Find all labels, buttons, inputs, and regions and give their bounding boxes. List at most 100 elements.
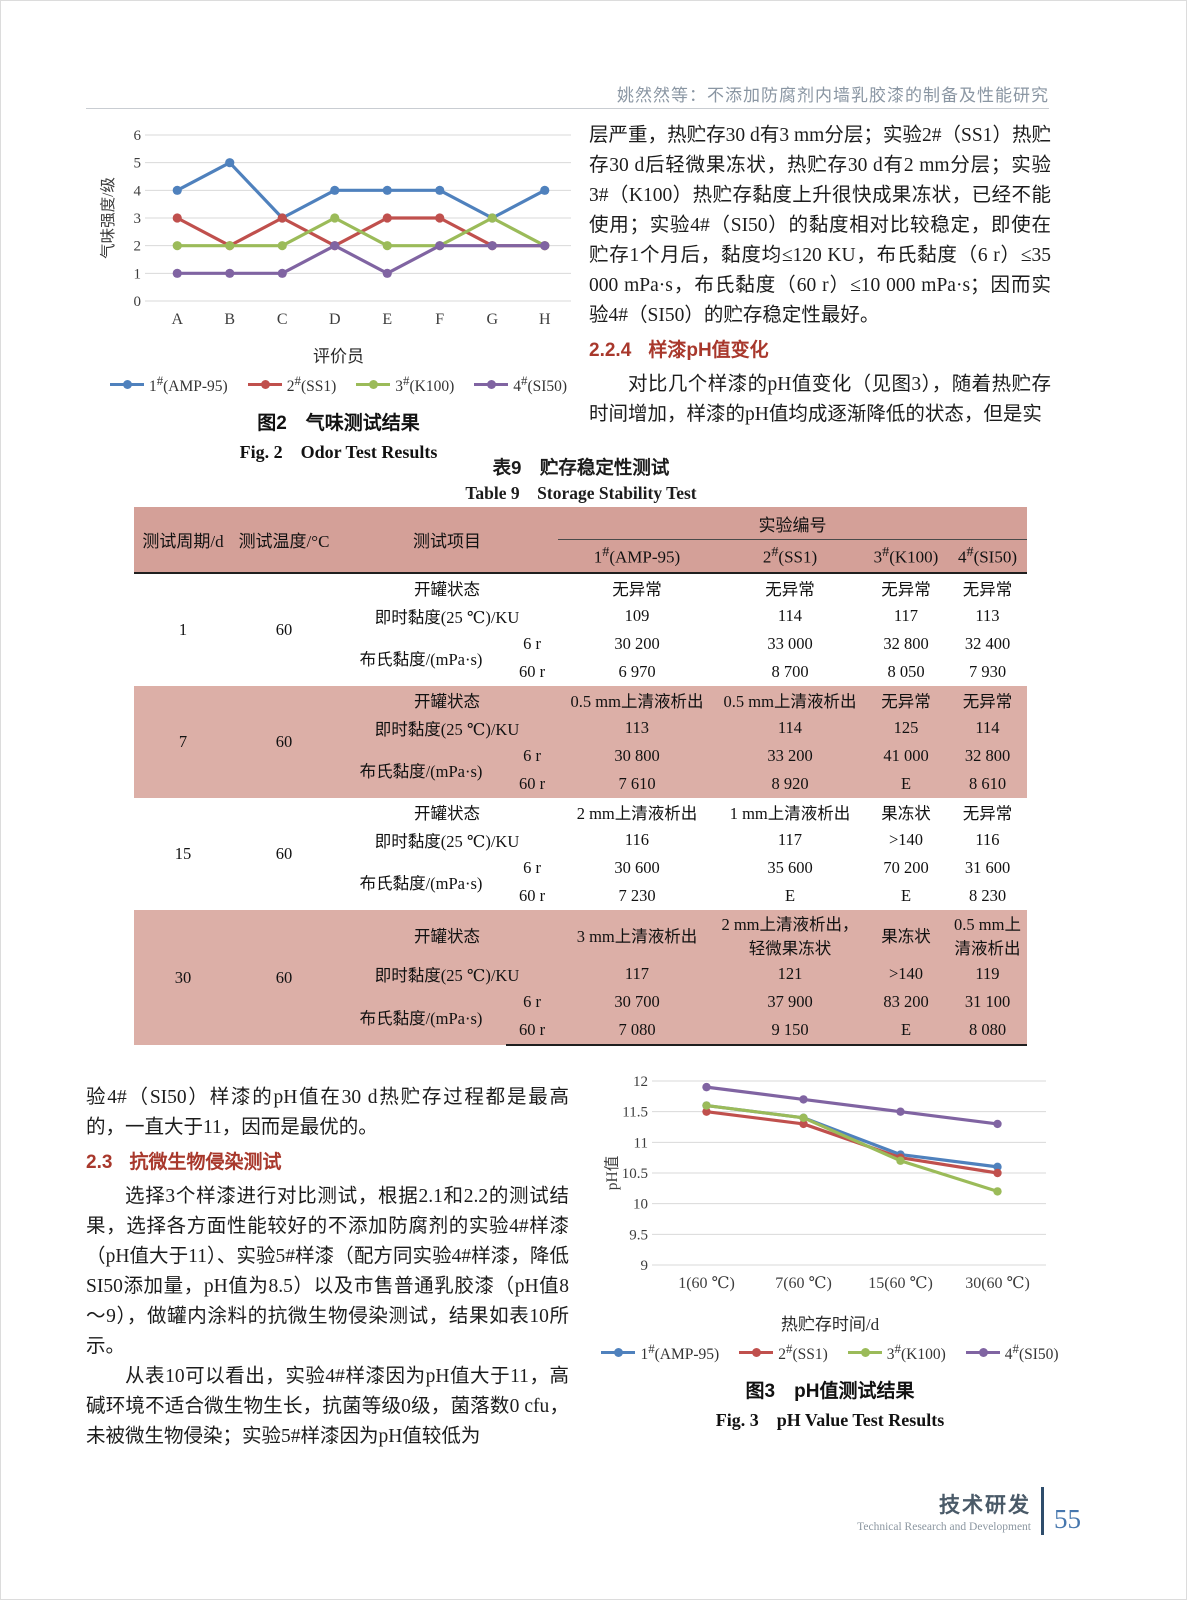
- cell-value: 119: [948, 960, 1027, 988]
- cell-item-open-state: 开罐状态: [414, 580, 480, 599]
- ph-chart-xlabel: 热贮存时间/d: [780, 1315, 880, 1334]
- cell-value: 8 050: [887, 662, 925, 681]
- table-row: 即时黏度(25 ℃)/KU 113 114 125 114: [134, 714, 1027, 742]
- data-point-marker: [539, 241, 549, 251]
- legend-dot-icon: [978, 1348, 988, 1358]
- cell-value: 9 150: [716, 1016, 864, 1046]
- cell-period: 30: [134, 910, 232, 1045]
- cell-value: 113: [975, 606, 1000, 625]
- legend-item: 3#(K100): [356, 373, 454, 396]
- legend-dot-icon: [860, 1348, 870, 1358]
- cell-speed-6r: 6 r: [523, 858, 541, 877]
- paragraph-microbe-test: 选择3个样漆进行对比测试，根据2.1和2.2的测试结果，选择各方面性能较好的不添…: [86, 1186, 569, 1357]
- table-row: 布氏黏度/(mPa·s) 6 r 30 800 33 200 41 000 32 800: [134, 742, 1027, 798]
- table9-body: 1 60 开罐状态 无异常 无异常 无异常 无异常 即时黏度(25 ℃)/KU 109 114 11…: [134, 573, 1027, 1046]
- cell-value: >140: [864, 960, 948, 988]
- cell-value: 32 400: [964, 634, 1011, 653]
- section-number: 2.2.4: [589, 340, 632, 361]
- paragraph-ph-conclusion: 验4#（SI50）样漆的pH值在30 d热贮存过程都是最高的，一直大于11，因而…: [86, 1087, 569, 1138]
- cell-value: E: [900, 886, 912, 905]
- cell-value: 0.5 mm上清液析出: [948, 910, 1027, 960]
- data-point-marker: [172, 268, 182, 278]
- x-tick-label: 1(60 ℃): [678, 1275, 735, 1292]
- y-tick-label: 9.5: [629, 1227, 648, 1243]
- y-axis-label: pH值: [603, 1156, 621, 1190]
- data-point-marker: [382, 268, 392, 278]
- series-line: [176, 244, 545, 275]
- x-tick-label: 7(60 ℃): [775, 1275, 832, 1292]
- legend-label: 3#(K100): [395, 373, 455, 396]
- cell-speed-6r: 6 r: [523, 634, 541, 653]
- y-tick-label: 12: [633, 1074, 648, 1090]
- cell-value: 无异常: [948, 686, 1027, 714]
- cell-value: 7 080: [558, 1016, 716, 1046]
- data-point-marker: [434, 185, 444, 195]
- cell-value: 2 mm上清液析出: [576, 804, 698, 823]
- table-row: 60 r 7 230 E E 8 230: [134, 882, 1027, 910]
- legend-marker-icon: [247, 380, 282, 390]
- cell-value: 121: [716, 960, 864, 988]
- col-header-temp: 测试温度/°C: [232, 507, 336, 574]
- x-tick-label: F: [435, 311, 444, 328]
- paragraph-storage-stability: 层严重，热贮存30 d有3 mm分层；实验2#（SS1）热贮存30 d后轻微果冻…: [589, 125, 1051, 326]
- cell-value: 7 230: [618, 886, 656, 905]
- storage-stability-table: 测试周期/d 测试温度/°C 测试项目 实验编号 1#(AMP-95) 2#(SS…: [134, 507, 1027, 1046]
- x-tick-label: G: [486, 311, 498, 328]
- table9-header-row-1: 测试周期/d 测试温度/°C 测试项目 实验编号: [134, 507, 1027, 574]
- col-header-period: 测试周期/d: [134, 507, 232, 574]
- data-point-marker: [382, 213, 392, 223]
- x-tick-label: 15(60 ℃): [868, 1275, 933, 1292]
- data-point-marker: [895, 1107, 905, 1116]
- cell-value: 无异常: [765, 580, 815, 599]
- cell-speed-6r: 6 r: [506, 742, 558, 770]
- cell-speed-60r: 60 r: [506, 1016, 558, 1046]
- series-line: [705, 1103, 998, 1193]
- data-point-marker: [434, 213, 444, 223]
- figure3-block: 9 9.5 10 10.5 11 11.5 12 1(60 ℃) 7(60 ℃) 15(60 ℃)…: [599, 1067, 1061, 1432]
- odor-chart-legend: 1#(AMP-95) 2#(SS1) 3#(K100) 4#(SI50): [96, 373, 581, 396]
- data-point-marker: [329, 185, 339, 195]
- section-heading-23: 2.3 抗微生物侵染测试: [86, 1148, 569, 1178]
- cell-value: 116: [975, 830, 1000, 849]
- figure2-caption-cn: 图2 气味测试结果: [257, 413, 420, 435]
- cell-value: 31 600: [964, 858, 1011, 877]
- cell-temp: 60: [275, 844, 293, 863]
- legend-dot-icon: [369, 380, 379, 390]
- cell-value: 1 mm上清液析出: [729, 804, 851, 823]
- paragraph-ph-intro: 对比几个样漆的pH值变化（见图3），随着热贮存时间增加，样漆的pH值均成逐渐降低…: [589, 374, 1051, 425]
- cell-value: 41 000: [864, 742, 948, 770]
- y-tick-label: 2: [133, 239, 141, 255]
- figure3-caption-cn: 图3 pH值测试结果: [745, 1381, 915, 1403]
- footer-divider: [1041, 1487, 1044, 1535]
- y-tick-label: 1: [133, 266, 141, 282]
- cell-value: 117: [558, 960, 716, 988]
- legend-dot-icon: [614, 1348, 624, 1358]
- legend-item: 1#(AMP-95): [601, 1341, 719, 1364]
- odor-chart-xlabel: 评价员: [313, 347, 364, 366]
- legend-item: 1#(AMP-95): [109, 373, 228, 396]
- footer-section-cn: 技术研发: [939, 1494, 1031, 1517]
- cell-value: 30 200: [614, 634, 660, 653]
- data-point-marker: [172, 185, 182, 195]
- legend-item: 4#(SI50): [965, 1341, 1059, 1364]
- cell-value: 114: [716, 714, 864, 742]
- data-point-marker: [172, 213, 182, 223]
- legend-item: 2#(SS1): [739, 1341, 828, 1364]
- cell-value: 3 mm上清液析出: [558, 910, 716, 960]
- cell-value: 30 700: [558, 988, 716, 1016]
- cell-period: 1: [178, 620, 188, 639]
- legend-dot-icon: [752, 1348, 762, 1358]
- footer-section-en: Technical Research and Development: [857, 1521, 1031, 1533]
- cell-temp: 60: [275, 620, 293, 639]
- data-point-marker: [487, 213, 497, 223]
- cell-value: 113: [558, 714, 716, 742]
- cell-item-open-state: 开罐状态: [336, 686, 558, 714]
- legend-dot-icon: [260, 380, 270, 390]
- cell-value: 8 610: [948, 770, 1027, 798]
- data-point-marker: [487, 241, 497, 251]
- table-row: 布氏黏度/(mPa·s) 6 r 30 700 37 900 83 200 31 100: [134, 988, 1027, 1045]
- data-point-marker: [701, 1082, 711, 1092]
- series-line: [176, 161, 545, 220]
- x-tick-label: B: [224, 311, 235, 328]
